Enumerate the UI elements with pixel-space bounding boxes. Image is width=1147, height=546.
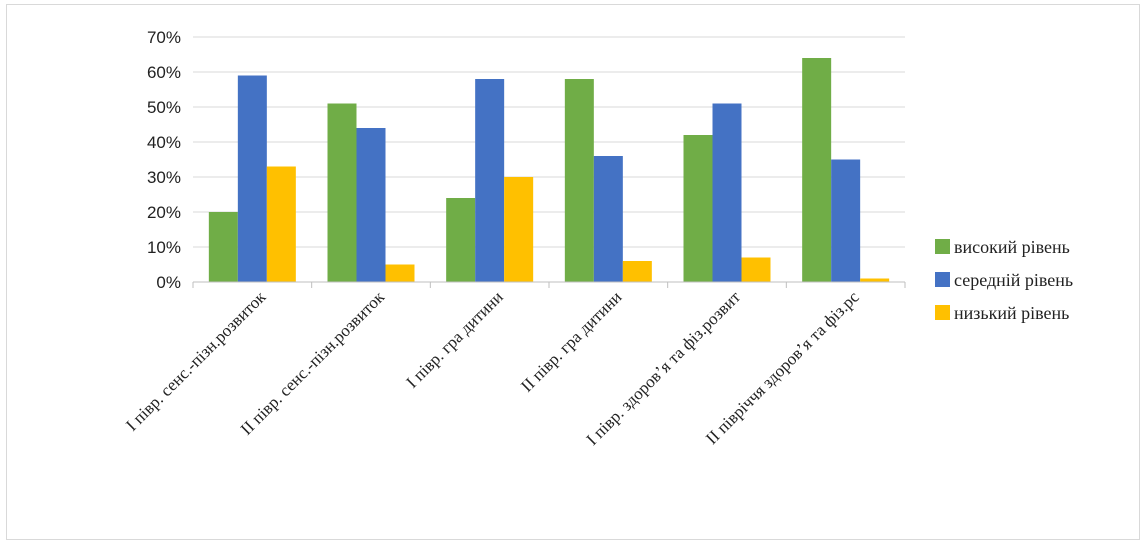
bar (622, 261, 652, 282)
bar (593, 156, 623, 282)
bar (266, 166, 296, 282)
bar (712, 103, 742, 282)
legend-label: низький рівень (954, 303, 1069, 323)
bar (504, 177, 534, 282)
x-category-label: I півр. сенс.-пізн.розвиток (122, 287, 270, 435)
y-axis-ticks: 0% 10% 20% 30% 40% 50% 60% 70% (147, 28, 181, 292)
y-tick-label: 60% (147, 63, 181, 82)
y-tick-label: 70% (147, 28, 181, 47)
legend: високий рівень середній рівень низький рів… (935, 237, 1073, 323)
legend-swatch (935, 239, 950, 254)
bar (356, 128, 386, 282)
y-tick-label: 10% (147, 238, 181, 257)
bar (741, 257, 771, 282)
legend-label: середній рівень (954, 270, 1073, 290)
bar (564, 79, 594, 282)
y-tick-label: 0% (156, 273, 181, 292)
bars (208, 58, 890, 282)
bar (831, 159, 861, 282)
bar (237, 75, 267, 282)
y-tick-label: 20% (147, 203, 181, 222)
grid-lines (193, 36, 905, 248)
bar (683, 135, 713, 282)
bar (802, 58, 832, 282)
y-tick-label: 40% (147, 133, 181, 152)
bar (208, 212, 238, 282)
bar (327, 103, 357, 282)
bar (446, 198, 476, 282)
y-tick-label: 30% (147, 168, 181, 187)
bar (385, 264, 415, 282)
bar (860, 278, 890, 282)
x-category-label: I півр. гра дитини (402, 287, 506, 391)
legend-swatch (935, 272, 950, 287)
legend-swatch (935, 305, 950, 320)
bar (475, 79, 505, 282)
y-tick-label: 50% (147, 98, 181, 117)
legend-label: високий рівень (954, 237, 1070, 257)
x-category-label: II півр. гра дитини (517, 287, 625, 395)
